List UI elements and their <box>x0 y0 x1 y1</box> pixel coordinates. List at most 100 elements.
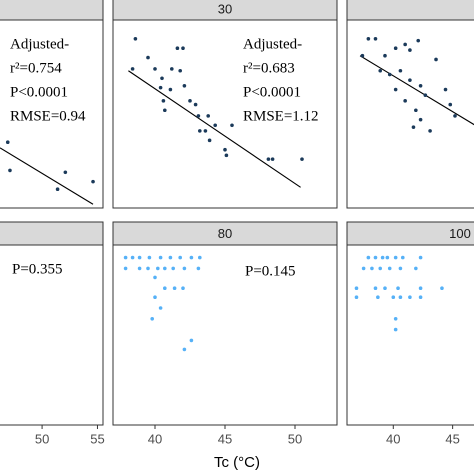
point <box>373 255 378 260</box>
x-tick-label: 50 <box>35 431 49 446</box>
annotation: RMSE=1.12 <box>243 108 319 124</box>
point <box>398 68 403 73</box>
strip-background <box>0 221 104 246</box>
point <box>203 129 208 133</box>
point <box>188 99 192 103</box>
annotation: P<0.0001 <box>243 84 301 100</box>
point <box>408 48 412 52</box>
point <box>123 255 128 260</box>
point <box>168 87 173 92</box>
point <box>207 138 212 143</box>
point <box>153 295 157 300</box>
annotation: r²=0.683 <box>243 60 295 76</box>
point <box>178 68 182 73</box>
point <box>393 317 398 321</box>
point <box>266 157 271 161</box>
point <box>440 286 444 291</box>
point <box>158 306 163 310</box>
point <box>158 255 163 260</box>
panel <box>0 244 104 426</box>
point <box>137 255 142 260</box>
strip-label: 100 <box>449 226 471 241</box>
panel <box>112 19 338 209</box>
fit-line <box>128 70 301 188</box>
point <box>370 266 374 271</box>
panel <box>112 244 338 426</box>
point <box>418 255 423 260</box>
point <box>434 57 438 62</box>
annotation: P<0.0001 <box>10 84 68 100</box>
point <box>396 286 400 291</box>
point <box>418 84 423 88</box>
annotation: r²=0.754 <box>10 60 62 76</box>
x-tick-label: 40 <box>148 431 162 446</box>
point <box>448 102 453 107</box>
point <box>387 72 392 77</box>
point <box>418 286 423 291</box>
point <box>373 37 378 41</box>
point <box>156 266 160 271</box>
point <box>366 255 371 260</box>
panel <box>346 19 474 209</box>
point <box>408 295 412 300</box>
point <box>8 168 12 173</box>
point <box>170 67 174 71</box>
annotation: P=0.145 <box>245 263 296 279</box>
point <box>182 347 187 352</box>
point <box>182 84 187 88</box>
point <box>198 255 202 260</box>
point <box>163 108 167 113</box>
panel <box>346 244 474 426</box>
point <box>378 266 383 271</box>
point <box>400 255 405 260</box>
point <box>391 295 396 300</box>
x-tick-label: 50 <box>288 431 302 446</box>
point <box>376 295 380 300</box>
point <box>393 255 398 260</box>
point <box>387 266 392 271</box>
point <box>196 114 201 118</box>
point <box>130 255 135 260</box>
point <box>213 123 217 128</box>
x-tick-label: 45 <box>218 431 232 446</box>
point <box>146 55 150 60</box>
strip-background <box>0 0 104 21</box>
panel <box>0 19 104 209</box>
point <box>414 108 418 113</box>
point <box>178 255 182 260</box>
point <box>414 266 418 271</box>
point <box>224 153 229 158</box>
point <box>354 295 359 300</box>
point <box>182 266 187 271</box>
point <box>171 266 175 271</box>
point <box>230 123 234 128</box>
point <box>300 157 304 161</box>
annotation: Adjusted- <box>10 36 69 52</box>
point <box>418 117 423 122</box>
annotation: P=0.355 <box>12 261 63 277</box>
point <box>153 275 157 280</box>
point <box>393 87 398 92</box>
point <box>383 53 387 58</box>
fit-line <box>0 147 94 205</box>
point <box>172 286 177 291</box>
point <box>354 286 359 291</box>
point <box>408 78 412 82</box>
point <box>403 99 407 103</box>
point <box>123 266 128 271</box>
point <box>393 46 398 50</box>
point <box>378 68 383 73</box>
point <box>168 255 173 260</box>
point <box>360 53 365 58</box>
point <box>418 295 423 300</box>
point <box>198 129 202 133</box>
point <box>163 286 167 291</box>
point <box>175 46 180 50</box>
x-tick-label: 40 <box>386 431 400 446</box>
point <box>428 129 432 133</box>
point <box>361 266 366 271</box>
strip-background <box>346 0 474 21</box>
fit-line <box>359 55 474 126</box>
point <box>373 286 378 291</box>
